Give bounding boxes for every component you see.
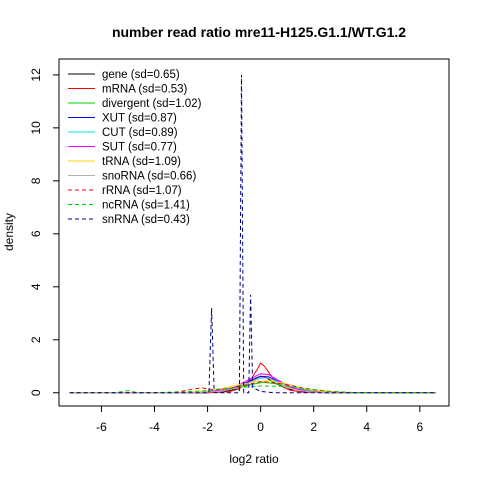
- y-axis-label: density: [2, 213, 16, 251]
- series-line-9: [69, 385, 436, 394]
- series-line-10: [69, 74, 436, 394]
- x-tick-label: -2: [202, 420, 213, 434]
- legend-label: ncRNA (sd=1.41): [102, 200, 190, 212]
- chart-title: number read ratio mre11-H125.G1.1/WT.G1.…: [112, 24, 406, 40]
- legend-label: snoRNA (sd=0.66): [102, 171, 196, 183]
- y-tick-label: 0: [29, 389, 43, 396]
- x-tick-label: 2: [310, 420, 317, 434]
- y-tick-label: 12: [29, 68, 43, 82]
- series-line-6: [69, 380, 436, 394]
- y-axis: 0 2 4 6 8 10 12: [29, 68, 60, 396]
- series-lines: [69, 74, 436, 394]
- legend-label: tRNA (sd=1.09): [102, 156, 181, 168]
- legend-label: SUT (sd=0.77): [102, 142, 177, 154]
- legend-label: rRNA (sd=1.07): [102, 185, 182, 197]
- series-line-1: [69, 362, 436, 394]
- x-axis-label: log2 ratio: [229, 452, 279, 466]
- plot-frame: [58, 58, 450, 407]
- x-tick-label: -6: [96, 420, 107, 434]
- legend-label: snRNA (sd=0.43): [102, 214, 190, 226]
- x-tick-label: -4: [149, 420, 160, 434]
- x-tick-label: 6: [416, 420, 423, 434]
- x-axis: -6 -4 -2 0 2 4 6: [96, 405, 423, 434]
- legend-label: divergent (sd=1.02): [102, 98, 202, 110]
- y-tick-label: 2: [29, 336, 43, 343]
- legend-label: CUT (sd=0.89): [102, 127, 178, 139]
- y-tick-label: 6: [29, 230, 43, 237]
- legend-label: gene (sd=0.65): [102, 69, 180, 81]
- x-tick-label: 0: [257, 420, 264, 434]
- y-tick-label: 8: [29, 177, 43, 184]
- legend-label: mRNA (sd=0.53): [102, 84, 187, 96]
- y-tick-label: 4: [29, 283, 43, 290]
- legend: gene (sd=0.65) mRNA (sd=0.53) divergent (s…: [68, 69, 202, 226]
- x-tick-label: 4: [363, 420, 370, 434]
- legend-label: XUT (sd=0.87): [102, 113, 177, 125]
- y-tick-label: 10: [29, 121, 43, 135]
